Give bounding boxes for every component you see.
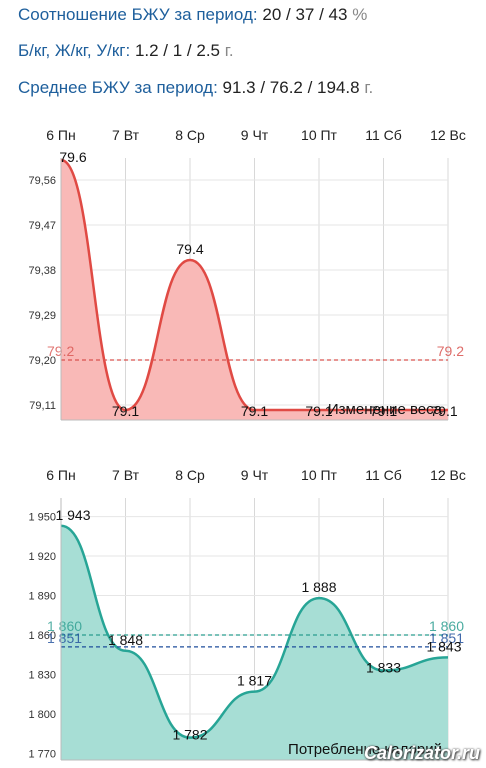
y-tick-label: 79,29: [28, 310, 56, 322]
data-label: 1 943: [55, 507, 90, 523]
series-area: [61, 160, 448, 420]
x-tick-label: 9 Чт: [241, 467, 269, 483]
stat-label: Б/кг, Ж/кг, У/кг:: [18, 41, 131, 60]
data-label: 79.4: [176, 241, 203, 257]
data-label: 79.1: [430, 403, 457, 419]
data-label: 1 817: [237, 673, 272, 689]
y-tick-label: 79,47: [28, 220, 56, 232]
y-tick-label: 1 800: [28, 709, 56, 721]
data-label: 1 843: [426, 638, 461, 654]
stat-bju-ratio: Соотношение БЖУ за период: 20 / 37 / 43 …: [18, 5, 367, 25]
stat-value: 1.2 / 1 / 2.5: [134, 41, 220, 60]
data-label: 1 782: [172, 727, 207, 743]
stat-bju-per-kg: Б/кг, Ж/кг, У/кг: 1.2 / 1 / 2.5 г.: [18, 41, 234, 61]
stat-value: 91.3 / 76.2 / 194.8: [222, 78, 360, 97]
x-tick-label: 7 Вт: [112, 127, 140, 143]
x-tick-label: 6 Пн: [46, 127, 75, 143]
stat-bju-average: Среднее БЖУ за период: 91.3 / 76.2 / 194…: [18, 78, 373, 98]
y-tick-label: 79,38: [28, 265, 56, 277]
weight-chart: 79,56 79,47 79,38 79,29 79,20 79,11 6 Пн 7 Вт 8 …: [28, 127, 466, 421]
y-tick-label: 1 920: [28, 551, 56, 563]
y-tick-label: 1 860: [28, 630, 56, 642]
x-tick-label: 8 Ср: [175, 127, 205, 143]
stat-label: Соотношение БЖУ за период:: [18, 5, 258, 24]
data-label: 79.6: [59, 149, 86, 165]
x-tick-label: 12 Вс: [430, 127, 466, 143]
stat-unit: г.: [364, 78, 374, 97]
data-label: 1 833: [366, 660, 401, 676]
y-tick-label: 1 770: [28, 748, 56, 760]
average-label-right: 1 860: [429, 618, 464, 634]
y-tick-label: 1 950: [28, 512, 56, 524]
data-label: 1 848: [108, 632, 143, 648]
x-tick-label: 9 Чт: [241, 127, 269, 143]
x-tick-label: 11 Сб: [365, 467, 402, 483]
x-tick-label: 8 Ср: [175, 467, 205, 483]
average-label-left: 1 851: [47, 630, 82, 646]
series-area: [61, 525, 448, 760]
chart-title: Изменение веса: [328, 401, 443, 418]
x-tick-label: 7 Вт: [112, 467, 140, 483]
stat-unit: %: [352, 5, 368, 24]
y-tick-label: 79,11: [29, 400, 56, 412]
data-label: 79.1: [241, 403, 268, 419]
average-label-left: 1 860: [47, 618, 82, 634]
y-tick-label: 1 890: [28, 591, 56, 603]
data-label: 79.1: [370, 403, 397, 419]
x-tick-label: 10 Пт: [301, 467, 338, 483]
average-label-right: 79.2: [437, 343, 464, 359]
y-tick-label: 79,56: [28, 175, 56, 187]
x-tick-label: 6 Пн: [46, 467, 75, 483]
data-label: 79.1: [112, 403, 139, 419]
y-tick-label: 79,20: [28, 355, 56, 367]
stat-value: 20 / 37 / 43: [262, 5, 348, 24]
data-label: 1 888: [301, 579, 336, 595]
calories-chart: 1 950 1 920 1 890 1 860 1 830 1 800 1 770 6 Пн 7…: [28, 467, 466, 761]
y-tick-label: 1 830: [28, 669, 56, 681]
stat-label: Среднее БЖУ за период:: [18, 78, 218, 97]
x-tick-label: 12 Вс: [430, 467, 466, 483]
average-label-right: 1 851: [429, 630, 464, 646]
x-tick-label: 10 Пт: [301, 127, 338, 143]
stat-unit: г.: [224, 41, 234, 60]
chart-title: Потребление калорий: [288, 741, 442, 758]
series-line: [60, 524, 449, 739]
watermark-logo: Calorizator.ru: [363, 743, 480, 763]
series-line: [60, 158, 448, 412]
data-label: 79.1: [305, 403, 332, 419]
x-tick-label: 11 Сб: [365, 127, 402, 143]
